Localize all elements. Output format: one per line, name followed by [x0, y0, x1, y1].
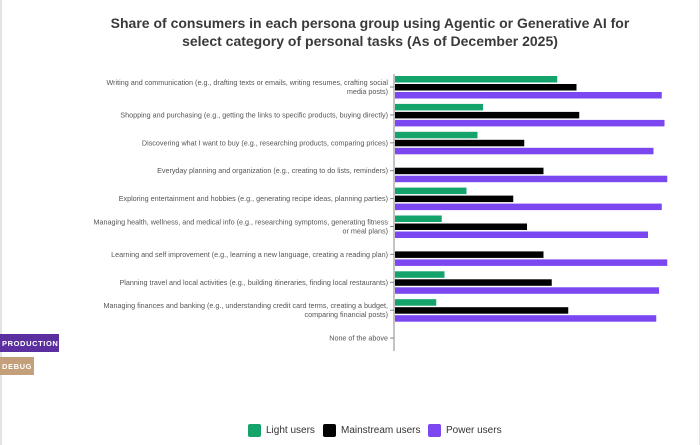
category-label: None of the above — [329, 334, 388, 343]
category-label: or meal plans) — [342, 227, 388, 236]
category-label: Exploring entertainment and hobbies (e.g… — [119, 194, 388, 203]
category-label: Managing finances and banking (e.g., und… — [104, 301, 388, 310]
production-badge[interactable]: PRODUCTION — [0, 334, 59, 352]
bar-power-users[interactable] — [395, 287, 659, 294]
chart-title-line-2: select category of personal tasks (As of… — [182, 33, 558, 49]
category-label: Everyday planning and organization (e.g.… — [157, 166, 388, 175]
legend-swatch-mainstream-users — [323, 423, 336, 437]
bar-power-users[interactable] — [395, 92, 662, 99]
bar-mainstream-users[interactable] — [395, 111, 580, 119]
bar-light-users[interactable] — [395, 103, 483, 111]
bar-mainstream-users[interactable] — [395, 195, 514, 203]
category-label: comparing financial posts) — [305, 310, 389, 319]
debug-badge[interactable]: DEBUG — [0, 357, 34, 375]
chart-legend: Light users Mainstream users Power users — [0, 422, 700, 438]
legend-label-power-users: Power users — [446, 424, 502, 436]
bar-mainstream-users[interactable] — [395, 139, 525, 147]
category-label: Managing health, wellness, and medical i… — [94, 218, 389, 227]
legend-swatch-power-users — [428, 423, 441, 437]
production-badge-label: PRODUCTION — [2, 338, 59, 348]
chart-title-line-1: Share of consumers in each persona group… — [110, 15, 630, 31]
legend-item-light-users[interactable]: Light users — [248, 422, 315, 438]
legend-swatch-light-users — [248, 423, 261, 437]
category-label: media posts) — [347, 87, 388, 96]
bar-light-users[interactable] — [395, 271, 445, 278]
bar-light-users[interactable] — [395, 299, 437, 306]
bar-light-users[interactable] — [395, 76, 558, 83]
legend-label-light-users: Light users — [266, 424, 315, 436]
panel-left-border — [0, 0, 2, 445]
bar-power-users[interactable] — [395, 203, 662, 211]
category-label: Writing and communication (e.g., draftin… — [107, 78, 389, 87]
bar-power-users[interactable] — [395, 119, 665, 127]
bar-mainstream-users[interactable] — [395, 251, 544, 258]
bar-mainstream-users[interactable] — [395, 167, 544, 175]
category-label: Discovering what I want to buy (e.g., re… — [142, 138, 388, 147]
legend-item-mainstream-users[interactable]: Mainstream users — [323, 422, 420, 438]
bar-mainstream-users[interactable] — [395, 223, 527, 231]
category-label: Shopping and purchasing (e.g., getting t… — [120, 110, 388, 119]
bar-power-users[interactable] — [395, 315, 657, 322]
bar-mainstream-users[interactable] — [395, 279, 552, 286]
debug-badge-label: DEBUG — [2, 361, 33, 371]
chart-title: Share of consumers in each persona group… — [90, 14, 650, 50]
bar-power-users[interactable] — [395, 259, 668, 266]
bar-light-users[interactable] — [395, 131, 478, 139]
legend-item-power-users[interactable]: Power users — [428, 422, 502, 438]
bar-mainstream-users[interactable] — [395, 84, 577, 91]
legend-label-mainstream-users: Mainstream users — [341, 424, 421, 436]
bar-mainstream-users[interactable] — [395, 307, 569, 314]
bar-light-users[interactable] — [395, 215, 442, 223]
bar-power-users[interactable] — [395, 231, 648, 239]
bar-power-users[interactable] — [395, 175, 668, 183]
category-label: Planning travel and local activities (e.… — [120, 278, 388, 287]
bar-light-users[interactable] — [395, 187, 467, 195]
bar-power-users[interactable] — [395, 147, 654, 155]
category-label: Learning and self improvement (e.g., lea… — [111, 250, 388, 259]
